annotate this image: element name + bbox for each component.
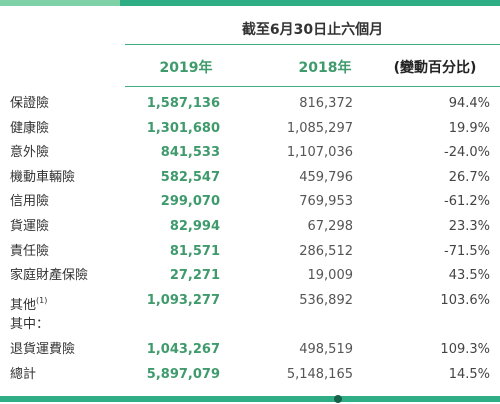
cell-value: 1,093,277 (146, 292, 220, 308)
column-header: 2018年 (298, 60, 352, 76)
row-label: 貨運險 (10, 219, 49, 235)
cell-value: 1,043,267 (146, 342, 220, 357)
row-label: 其中： (10, 317, 49, 333)
cell-value: 1,107,036 (286, 145, 353, 161)
cell-value: 103.6% (440, 292, 490, 308)
column-header: 2019年 (159, 60, 213, 76)
cell-value: 1,587,136 (146, 96, 220, 111)
title-rule (125, 44, 500, 45)
cell-value: -61.2% (444, 194, 490, 210)
cell-value: 43.5% (448, 268, 490, 284)
cell-value: 536,892 (299, 292, 353, 308)
cell-value: 5,148,165 (286, 366, 353, 382)
cell-value: 5,897,079 (146, 366, 220, 382)
bar-dot (334, 395, 342, 403)
bottom-bar (0, 396, 500, 402)
cell-value: 459,796 (299, 169, 353, 185)
cell-value: 14.5% (448, 366, 490, 382)
cell-value: 82,994 (169, 219, 220, 234)
cell-value: 19,009 (307, 268, 354, 284)
label-text: 健康險 (10, 120, 50, 136)
cell-value: 1,301,680 (146, 120, 220, 136)
top-bar (0, 0, 500, 6)
label-text: 保證險 (10, 96, 50, 111)
label-text: 信用險 (10, 194, 50, 210)
cell-value: 19.9% (448, 120, 490, 136)
label-text: 總計 (10, 366, 37, 382)
cell-value: 769,953 (299, 194, 353, 210)
label-text: 機動車輛險 (10, 169, 76, 185)
cell-value: -24.0% (444, 145, 490, 161)
cell-value: 81,571 (169, 243, 220, 259)
cell-value: 27,271 (169, 268, 220, 284)
cell-value: 582,547 (160, 169, 220, 185)
cell-value: 286,512 (299, 243, 353, 259)
label-text: 貨運險 (10, 219, 50, 234)
label-text: 退貨運費險 (10, 342, 76, 357)
label-text: 其中： (10, 317, 50, 333)
row-label: 意外險 (10, 145, 49, 161)
cell-value: 94.4% (448, 96, 490, 111)
cell-value: 23.3% (448, 219, 490, 234)
footnote-marker: (1) (36, 295, 48, 305)
label-text: 其他 (10, 297, 37, 313)
table-title: 截至6月30日止六個月 (241, 22, 384, 38)
cell-value: 26.7% (448, 169, 490, 185)
row-label: 責任險 (10, 244, 49, 260)
row-label: 保證險 (10, 96, 49, 112)
cell-value: 1,085,297 (286, 120, 353, 136)
cell-value: 109.3% (440, 342, 490, 357)
cell-value: -71.5% (444, 243, 490, 259)
header-rule (125, 86, 500, 87)
column-header: (變動百分比) (393, 60, 477, 76)
label-text: 家庭財產保險 (10, 268, 89, 284)
row-label: 其他(1) (10, 293, 47, 314)
label-text: 意外險 (10, 145, 50, 161)
row-label: 信用險 (10, 194, 49, 210)
row-label: 總計 (10, 367, 36, 383)
label-text: 責任險 (10, 243, 50, 259)
row-label: 家庭財產保險 (10, 268, 88, 284)
cell-value: 816,372 (299, 96, 353, 111)
row-label: 健康險 (10, 121, 49, 137)
row-label: 機動車輛險 (10, 170, 75, 186)
cell-value: 498,519 (299, 342, 353, 357)
cell-value: 299,070 (160, 194, 220, 210)
row-label: 退貨運費險 (10, 342, 75, 358)
cell-value: 841,533 (160, 145, 220, 161)
cell-value: 67,298 (307, 219, 354, 234)
